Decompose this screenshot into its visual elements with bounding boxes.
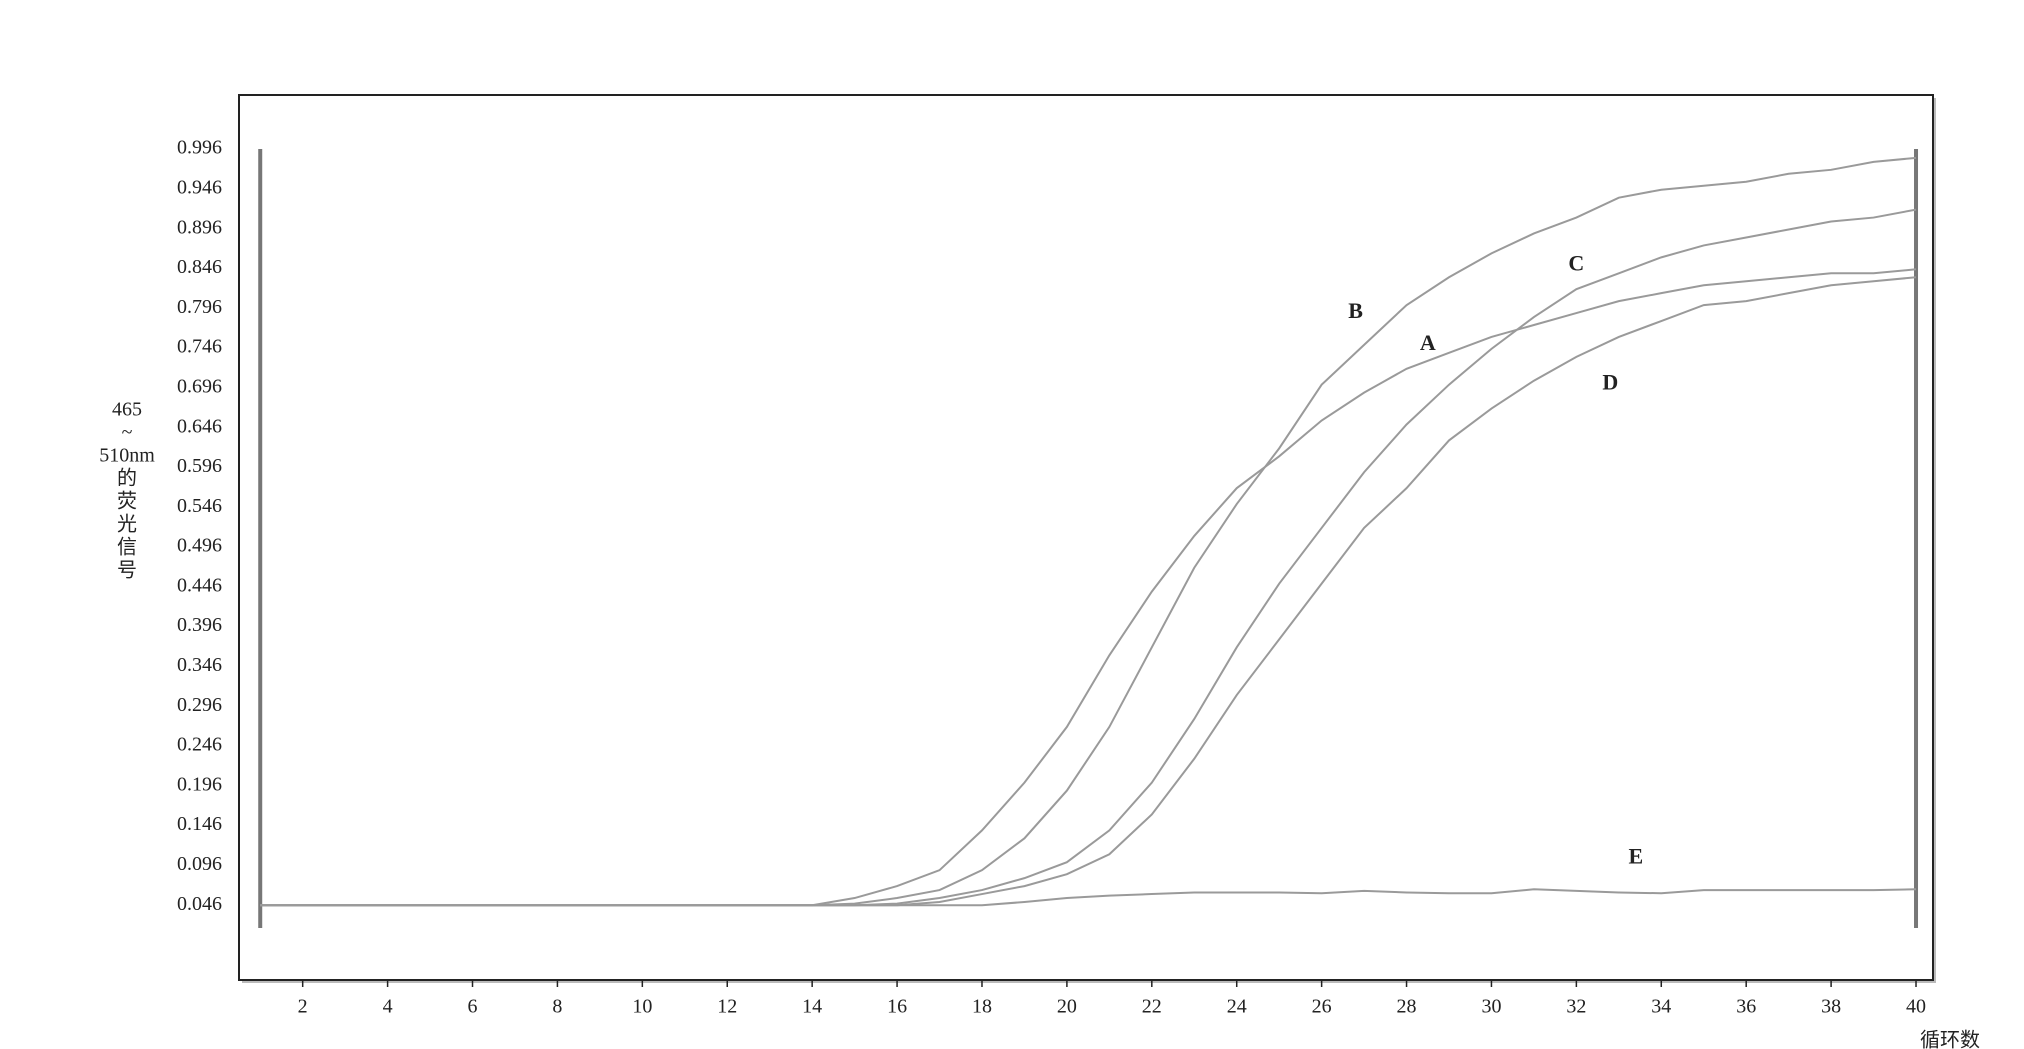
y-tick-label: 0.896 xyxy=(177,216,222,238)
x-axis-label: 循环数 xyxy=(1920,1029,1980,1049)
y-tick-label: 0.146 xyxy=(177,813,222,835)
y-tick-label: 0.096 xyxy=(177,853,222,875)
y-tick-label: 0.996 xyxy=(177,137,222,159)
y-tick-label: 0.846 xyxy=(177,256,222,278)
y-tick-label: 0.446 xyxy=(177,574,222,596)
curve-label: C xyxy=(1568,250,1584,275)
y-tick-label: 0.046 xyxy=(177,893,222,915)
x-tick-label: 6 xyxy=(468,996,478,1018)
x-tick-label: 4 xyxy=(383,996,393,1018)
x-tick-label: 18 xyxy=(972,996,992,1018)
x-tick-label: 34 xyxy=(1651,996,1671,1018)
y-tick-label: 0.496 xyxy=(177,535,222,557)
y-axis-label: 465 xyxy=(112,399,142,421)
y-tick-label: 0.296 xyxy=(177,694,222,716)
x-tick-label: 20 xyxy=(1057,996,1077,1018)
y-tick-label: 0.596 xyxy=(177,455,222,477)
y-tick-label: 0.346 xyxy=(177,654,222,676)
y-tick-label: 0.646 xyxy=(177,415,222,437)
y-tick-label: 0.246 xyxy=(177,734,222,756)
x-tick-label: 14 xyxy=(802,996,822,1018)
curve-label: A xyxy=(1420,330,1436,355)
y-axis-label: 信 xyxy=(117,536,137,559)
y-tick-label: 0.546 xyxy=(177,495,222,517)
x-tick-label: 10 xyxy=(632,996,652,1018)
y-axis-label: 510nm xyxy=(99,445,155,467)
x-tick-label: 32 xyxy=(1566,996,1586,1018)
x-tick-label: 24 xyxy=(1227,996,1247,1018)
y-tick-label: 0.946 xyxy=(177,177,222,199)
x-tick-label: 8 xyxy=(552,996,562,1018)
x-tick-label: 22 xyxy=(1142,996,1162,1018)
x-tick-label: 40 xyxy=(1906,996,1926,1018)
y-axis-label: ~ xyxy=(122,422,133,444)
curve xyxy=(260,888,1917,907)
y-tick-label: 0.696 xyxy=(177,375,222,397)
y-axis-label: 的 xyxy=(117,467,137,490)
x-tick-label: 16 xyxy=(887,996,907,1018)
x-tick-label: 26 xyxy=(1312,996,1332,1018)
y-axis-label: 号 xyxy=(117,560,137,582)
curve-label: B xyxy=(1348,298,1363,323)
y-axis-label: 光 xyxy=(117,513,137,536)
x-tick-label: 36 xyxy=(1736,996,1756,1018)
x-tick-label: 38 xyxy=(1821,996,1841,1018)
y-axis-label: 荧 xyxy=(117,490,137,513)
curve-label: D xyxy=(1602,370,1618,395)
plot-frame xyxy=(238,94,1934,981)
x-tick-label: 28 xyxy=(1397,996,1417,1018)
x-tick-label: 12 xyxy=(717,996,737,1018)
y-tick-label: 0.746 xyxy=(177,336,222,358)
y-tick-label: 0.796 xyxy=(177,296,222,318)
x-tick-label: 2 xyxy=(298,996,308,1018)
y-tick-label: 0.196 xyxy=(177,773,222,795)
x-tick-label: 30 xyxy=(1481,996,1501,1018)
y-tick-label: 0.396 xyxy=(177,614,222,636)
curve-label: E xyxy=(1628,843,1643,868)
